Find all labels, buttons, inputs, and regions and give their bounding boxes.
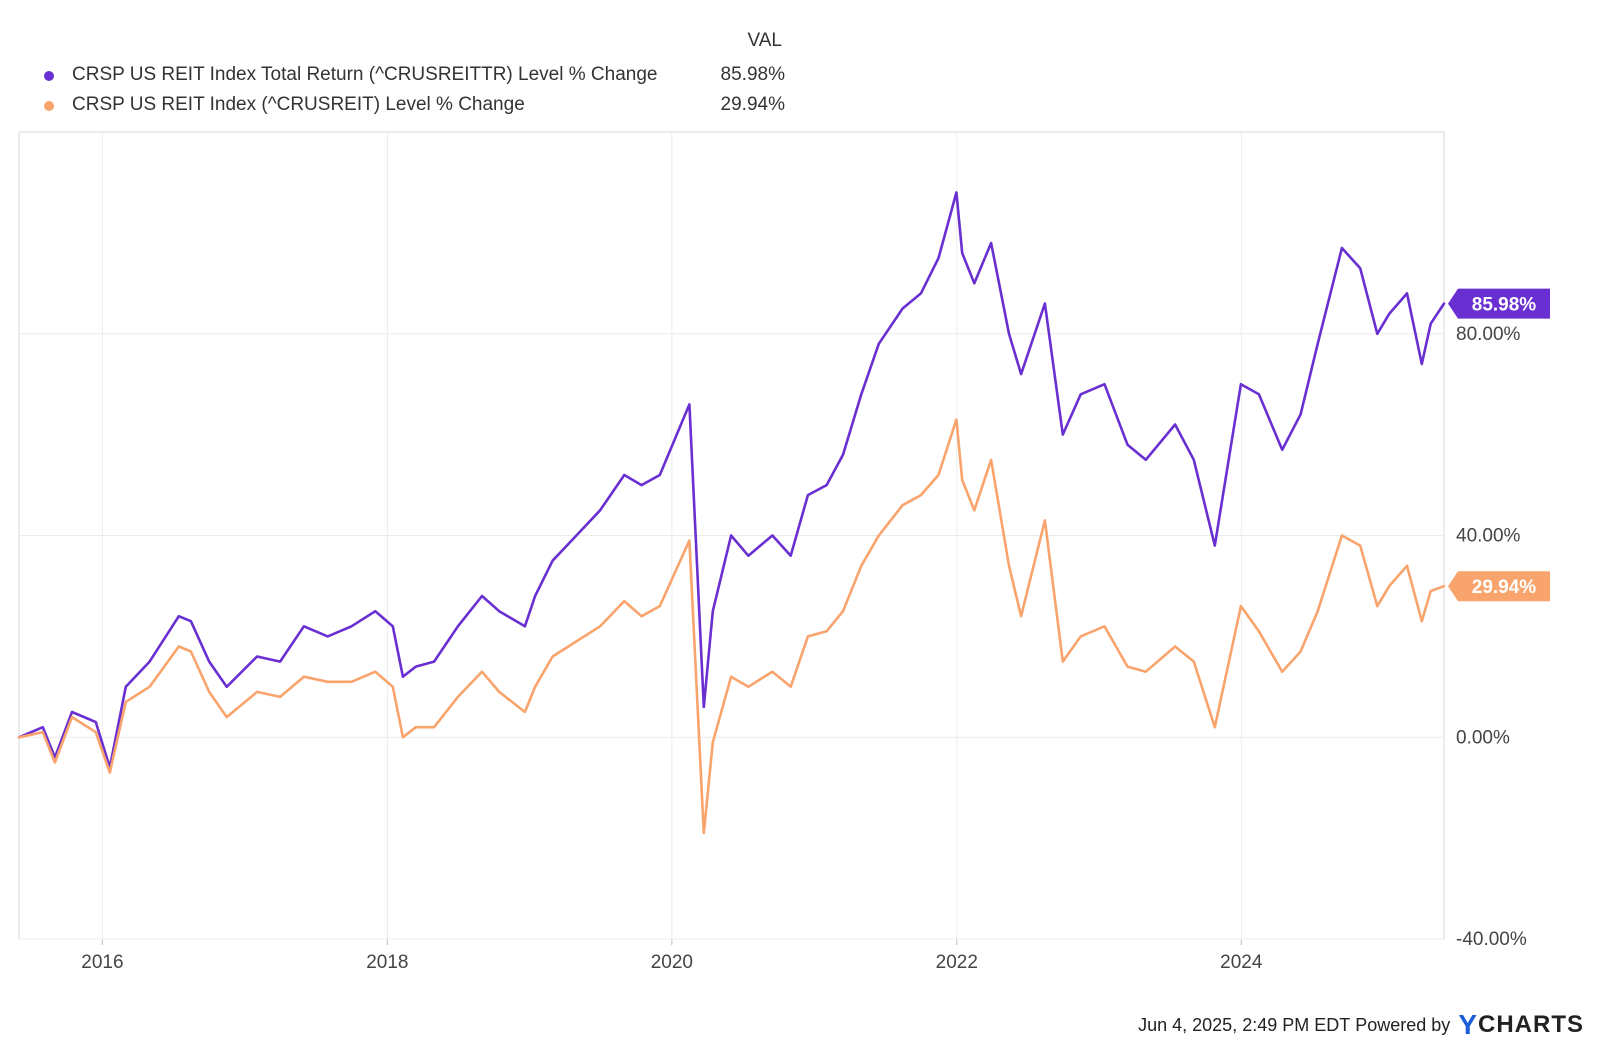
legend-marker-total-return <box>44 71 54 81</box>
ycharts-logo-y: Y <box>1458 1009 1478 1040</box>
series-line-1 <box>17 418 1446 835</box>
x-tick-label: 2020 <box>651 952 693 973</box>
y-tick-label: 40.00% <box>1456 526 1521 547</box>
legend-entry-total-return[interactable]: CRSP US REIT Index Total Return (^CRUSRE… <box>40 62 785 90</box>
y-tick-label: 0.00% <box>1456 727 1510 748</box>
end-label-badge-1 <box>1448 571 1550 602</box>
legend-value-header: VAL <box>747 30 782 51</box>
ycharts-logo-text: CHARTS <box>1478 1011 1584 1038</box>
legend-label-price-index: CRSP US REIT Index (^CRUSREIT) Level % C… <box>72 94 525 115</box>
x-tick-label: 2022 <box>936 952 978 973</box>
y-tick-label: -40.00% <box>1456 929 1527 950</box>
x-tick-label: 2024 <box>1220 952 1263 973</box>
footer: Jun 4, 2025, 2:49 PM EDT Powered by Y CHA… <box>1138 1009 1584 1041</box>
end-label-badge-0 <box>1448 288 1550 319</box>
legend-value-total-return: 85.98% <box>720 64 785 85</box>
ycharts-logo[interactable]: Y CHARTS <box>1458 1009 1584 1041</box>
legend-entry-price-index[interactable]: CRSP US REIT Index (^CRUSREIT) Level % C… <box>40 92 785 120</box>
legend-marker-price-index <box>44 101 54 111</box>
y-tick-label: 80.00% <box>1456 324 1521 345</box>
legend-label-total-return: CRSP US REIT Index Total Return (^CRUSRE… <box>72 64 658 85</box>
x-tick-label: 2018 <box>366 952 408 973</box>
legend-value-price-index: 29.94% <box>720 94 785 115</box>
end-label-text-1: 29.94% <box>1472 577 1537 598</box>
footer-timestamp: Jun 4, 2025, 2:49 PM EDT <box>1138 1014 1351 1035</box>
footer-powered-by: Powered by <box>1355 1014 1451 1035</box>
series-line-0 <box>17 191 1446 769</box>
end-label-text-0: 85.98% <box>1472 295 1537 316</box>
x-tick-label: 2016 <box>81 952 123 973</box>
